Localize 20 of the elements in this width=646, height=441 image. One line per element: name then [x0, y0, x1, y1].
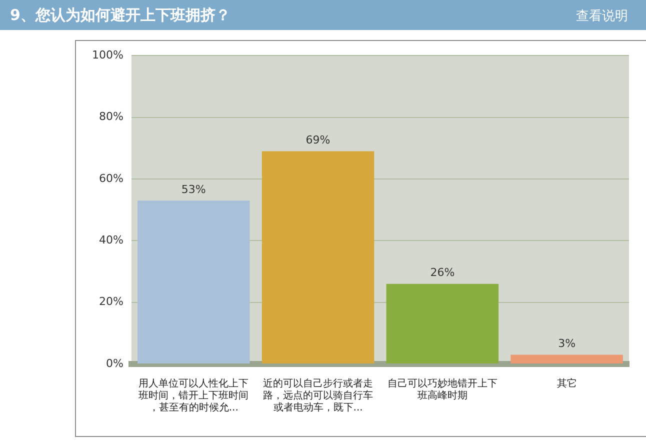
data-label: 3%: [558, 337, 576, 350]
text: 查看说明: [576, 8, 628, 25]
y-tick-label: 60%: [98, 172, 124, 185]
y-tick-label: 80%: [98, 110, 124, 124]
x-tick-label: 自己可以巧妙地错开上下班高峰时期: [387, 378, 498, 402]
x-tick-label: 其它: [556, 378, 577, 390]
bar: [386, 284, 499, 364]
bar: [138, 200, 250, 364]
y-tick-label: 100%: [92, 48, 124, 62]
x-tick-label: 用人单位可以人性化上下班时间，错开上下班时间，甚至有的时候允...: [138, 378, 249, 414]
chart-title: 9、您认为如何避开上下班拥挤？: [10, 6, 230, 25]
bar: [510, 354, 623, 364]
y-tick-label: 0%: [106, 356, 124, 370]
y-tick-label: 40%: [98, 234, 124, 246]
y-tick-label: 20%: [98, 295, 124, 308]
bar: [262, 151, 374, 364]
data-label: 69%: [306, 134, 330, 147]
x-tick-label: 近的可以自己步行或者走路，远点的可以骑自行车或者电动车，既下...: [263, 378, 374, 414]
data-label: 26%: [430, 266, 455, 280]
data-label: 53%: [181, 182, 206, 196]
